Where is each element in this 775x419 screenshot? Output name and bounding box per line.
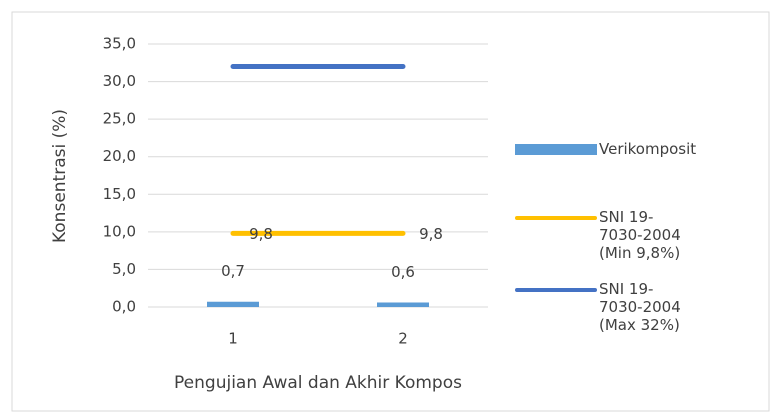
bar xyxy=(377,302,429,307)
data-label: 0,6 xyxy=(391,263,415,281)
legend-label: SNI 19-7030-2004 (Max 32%) xyxy=(599,280,681,334)
legend-item: SNI 19-7030-2004 (Max 32%) xyxy=(515,280,695,334)
legend-swatch xyxy=(515,288,597,292)
y-tick-label: 30,0 xyxy=(103,72,136,90)
data-label: 9,8 xyxy=(249,225,273,243)
y-tick-label: 25,0 xyxy=(103,110,136,128)
legend-swatch xyxy=(515,144,597,155)
y-tick-label: 5,0 xyxy=(112,260,136,278)
legend: Verikomposit SNI 19-7030-2004 (Min 9,8%) S… xyxy=(515,140,697,352)
y-tick-label: 0,0 xyxy=(112,298,136,316)
y-tick-label: 35,0 xyxy=(103,35,136,53)
legend-label: SNI 19-7030-2004 (Min 9,8%) xyxy=(599,208,681,262)
y-tick-label: 15,0 xyxy=(103,185,136,203)
legend-label: Verikomposit xyxy=(599,140,697,158)
y-tick-label: 10,0 xyxy=(103,222,136,240)
bar xyxy=(207,301,259,307)
legend-item: SNI 19-7030-2004 (Min 9,8%) xyxy=(515,208,695,262)
x-axis-label: Pengujian Awal dan Akhir Kompos xyxy=(174,373,462,393)
y-tick-label: 20,0 xyxy=(103,147,136,165)
legend-swatch xyxy=(515,216,597,220)
legend-item: Verikomposit xyxy=(515,140,697,158)
data-label: 9,8 xyxy=(419,225,443,243)
x-tick-label: 2 xyxy=(398,330,408,348)
chart-border xyxy=(11,11,770,412)
data-label: 0,7 xyxy=(221,262,245,280)
x-tick-label: 1 xyxy=(228,330,238,348)
y-axis-label: Konsentrasi (%) xyxy=(50,109,70,243)
